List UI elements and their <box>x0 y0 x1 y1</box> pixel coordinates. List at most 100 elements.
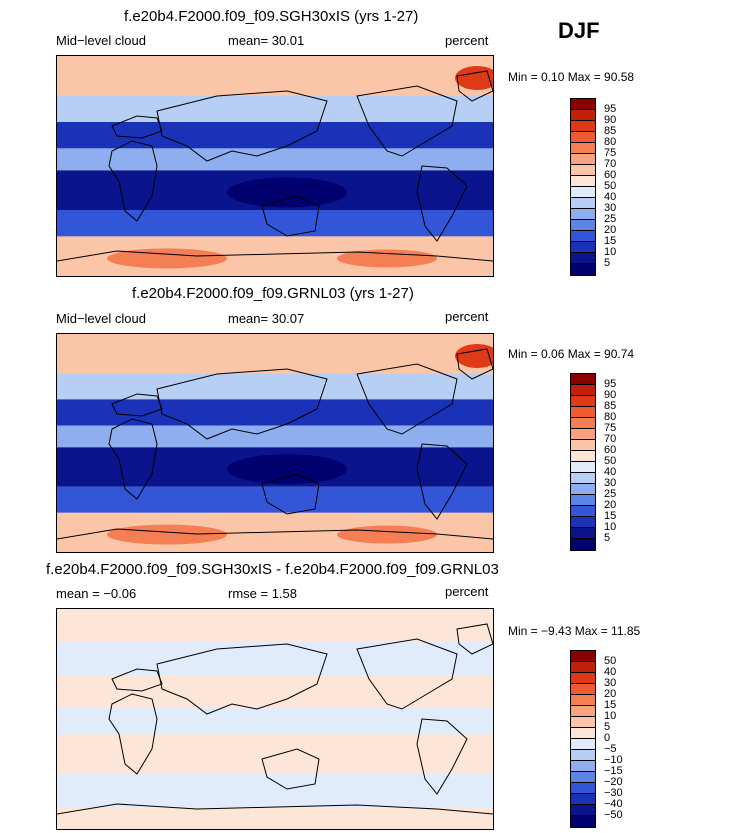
panel-1-minmax: Min = 0.10 Max = 90.58 <box>508 70 635 84</box>
colorbar-tick-label: 25 <box>604 213 617 225</box>
colorbar-tick-label: 15 <box>604 699 617 711</box>
colorbar-tick-label: 30 <box>604 677 617 689</box>
colorbar-tick-label: 95 <box>604 378 617 390</box>
season-label: DJF <box>558 18 600 43</box>
colorbar-swatch <box>571 473 595 484</box>
colorbar-swatch <box>571 176 595 187</box>
panel-3-rmse-label: rmse = 1.58 <box>228 586 298 601</box>
colorbar-tick-label: −40 <box>604 798 623 810</box>
colorbar-tick-label: 10 <box>604 246 617 258</box>
colorbar-tick-label: 10 <box>604 521 617 533</box>
panel-2-variable-label: Mid−level cloud <box>56 311 146 326</box>
colorbar-swatch <box>571 739 595 750</box>
colorbar-swatch <box>571 462 595 473</box>
colorbar-tick-label: 40 <box>604 466 617 478</box>
colorbar-tick-label: 5 <box>604 721 611 733</box>
panel-1-mean-label: mean= 30.01 <box>228 33 305 48</box>
colorbar-swatch <box>571 209 595 220</box>
colorbar-swatch <box>571 407 595 418</box>
panel-2-minmax: Min = 0.06 Max = 90.74 <box>508 347 635 361</box>
colorbar-tick-label: 50 <box>604 655 617 667</box>
colorbar-tick-label: 5 <box>604 532 611 544</box>
colorbar-swatch <box>571 495 595 506</box>
panel-3-minmax: Min = −9.43 Max = 11.85 <box>508 624 641 638</box>
colorbar-swatch <box>571 728 595 739</box>
panel-3-mean-label: mean = −0.06 <box>56 586 137 601</box>
colorbar-swatch <box>571 528 595 539</box>
colorbar-tick-label: 15 <box>604 235 617 247</box>
colorbar-swatch <box>571 187 595 198</box>
colorbar-swatch <box>571 706 595 717</box>
colorbar-tick-label: −30 <box>604 787 623 799</box>
colorbar-swatch <box>571 761 595 772</box>
colorbar-swatch <box>571 673 595 684</box>
colorbar-swatch <box>571 684 595 695</box>
colorbar-swatch <box>571 695 595 706</box>
colorbar-tick-label: 90 <box>604 114 617 126</box>
colorbar-tick-label: −10 <box>604 754 623 766</box>
colorbar-tick-label: 20 <box>604 499 617 511</box>
colorbar-swatch <box>571 220 595 231</box>
colorbar-tick-label: 30 <box>604 202 617 214</box>
panel-1-variable-label: Mid−level cloud <box>56 33 146 48</box>
panel-2-title: f.e20b4.F2000.f09_f09.GRNL03 (yrs 1-27) <box>132 285 414 302</box>
colorbar-tick-label: 85 <box>604 125 617 137</box>
colorbar-swatch <box>571 198 595 209</box>
colorbar-swatch <box>571 99 595 110</box>
colorbar-tick-label: 75 <box>604 422 617 434</box>
colorbar-swatch <box>571 750 595 761</box>
colorbar-tick-label: −50 <box>604 809 623 821</box>
colorbar-swatch <box>571 385 595 396</box>
colorbar-tick-label: 15 <box>604 510 617 522</box>
colorbar-swatch <box>571 484 595 495</box>
panel-2-colorbar <box>570 373 596 551</box>
colorbar-swatch <box>571 816 595 827</box>
panel-3-colorbar <box>570 650 596 828</box>
colorbar-tick-label: 95 <box>604 103 617 115</box>
panel-1-map <box>56 55 494 277</box>
panel-2-mean-label: mean= 30.07 <box>228 311 305 326</box>
colorbar-swatch <box>571 506 595 517</box>
colorbar-tick-label: −15 <box>604 765 623 777</box>
colorbar-tick-label: 30 <box>604 477 617 489</box>
colorbar-swatch <box>571 717 595 728</box>
colorbar-swatch <box>571 805 595 816</box>
colorbar-tick-label: 80 <box>604 136 617 148</box>
colorbar-swatch <box>571 772 595 783</box>
colorbar-tick-label: 70 <box>604 158 617 170</box>
colorbar-tick-label: 85 <box>604 400 617 412</box>
colorbar-tick-label: 90 <box>604 389 617 401</box>
colorbar-swatch <box>571 143 595 154</box>
colorbar-swatch <box>571 374 595 385</box>
panel-2-units-label: percent <box>445 309 489 324</box>
panel-3-map <box>56 608 494 830</box>
colorbar-tick-label: −5 <box>604 743 617 755</box>
colorbar-tick-label: 20 <box>604 688 617 700</box>
colorbar-swatch <box>571 440 595 451</box>
colorbar-swatch <box>571 651 595 662</box>
colorbar-swatch <box>571 154 595 165</box>
panel-1-title: f.e20b4.F2000.f09_f09.SGH30xIS (yrs 1-27… <box>124 8 419 25</box>
colorbar-swatch <box>571 539 595 550</box>
panel-2-map <box>56 333 494 553</box>
colorbar-swatch <box>571 231 595 242</box>
colorbar-tick-label: 50 <box>604 455 617 467</box>
colorbar-tick-label: 40 <box>604 666 617 678</box>
colorbar-tick-label: 75 <box>604 147 617 159</box>
colorbar-swatch <box>571 783 595 794</box>
colorbar-swatch <box>571 429 595 440</box>
colorbar-tick-label: 60 <box>604 169 617 181</box>
colorbar-tick-label: 5 <box>604 257 611 269</box>
colorbar-tick-label: 40 <box>604 191 617 203</box>
colorbar-swatch <box>571 264 595 275</box>
colorbar-tick-label: 0 <box>604 732 611 744</box>
colorbar-swatch <box>571 121 595 132</box>
colorbar-swatch <box>571 517 595 528</box>
colorbar-swatch <box>571 662 595 673</box>
colorbar-swatch <box>571 132 595 143</box>
panel-3-units-label: percent <box>445 584 489 599</box>
colorbar-swatch <box>571 253 595 264</box>
panel-1-colorbar <box>570 98 596 276</box>
colorbar-tick-label: 25 <box>604 488 617 500</box>
panel-3-title: f.e20b4.F2000.f09_f09.SGH30xIS - f.e20b4… <box>46 561 499 578</box>
